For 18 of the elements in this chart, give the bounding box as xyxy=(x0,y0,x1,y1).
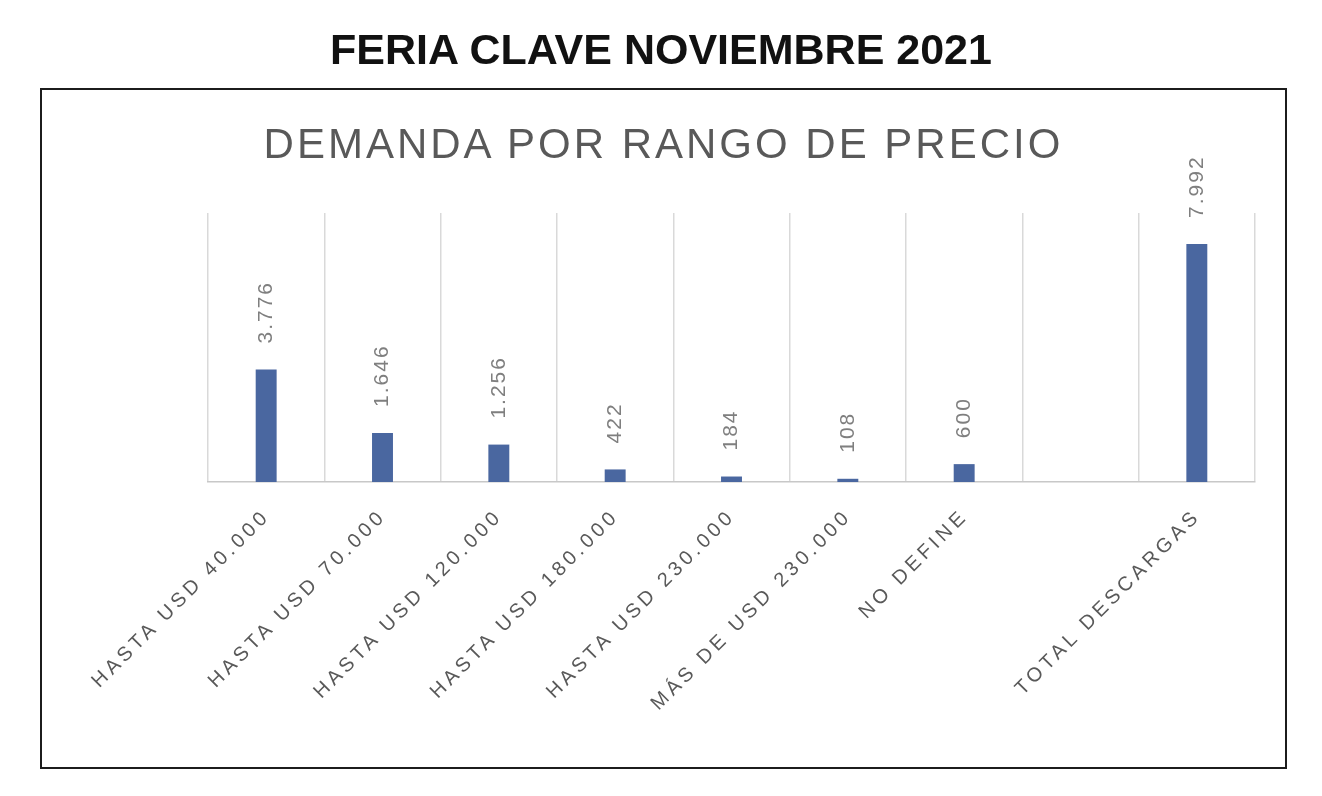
data-label: 422 xyxy=(601,402,625,444)
data-label: 108 xyxy=(834,411,858,453)
bar xyxy=(372,432,393,482)
data-label: 1.256 xyxy=(485,356,509,419)
bar xyxy=(837,478,859,482)
data-label: 7.992 xyxy=(1183,155,1207,218)
chart-title: FERIA CLAVE NOVIEMBRE 2021 xyxy=(329,25,993,73)
bar xyxy=(721,476,742,482)
bar xyxy=(255,369,277,482)
bar xyxy=(604,469,626,482)
data-label: 3.776 xyxy=(252,280,276,344)
bar xyxy=(1186,243,1208,482)
bar xyxy=(488,444,510,482)
chart-subtitle: DEMANDA POR RANGO DE PRECIO xyxy=(263,120,1064,167)
data-label: 184 xyxy=(718,409,742,451)
data-label: 1.646 xyxy=(369,344,393,407)
data-label: 600 xyxy=(950,397,974,439)
bar xyxy=(953,464,975,482)
